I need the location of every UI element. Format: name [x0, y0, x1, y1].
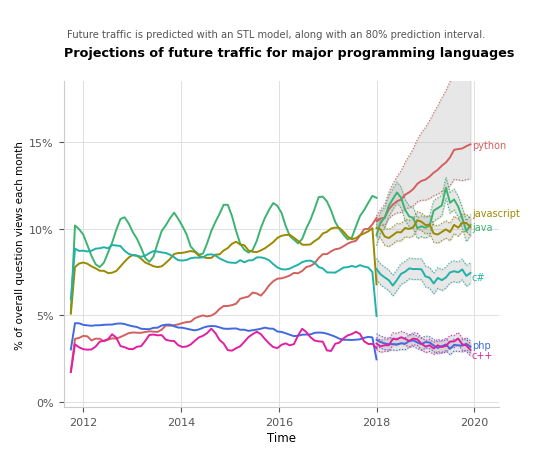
X-axis label: Time: Time — [266, 431, 296, 444]
Text: python: python — [472, 141, 506, 151]
Y-axis label: % of overall question views each month: % of overall question views each month — [15, 140, 25, 349]
Text: Future traffic is predicted with an STL model, along with an 80% prediction inte: Future traffic is predicted with an STL … — [67, 30, 486, 40]
Text: java: java — [472, 222, 493, 232]
Text: c++: c++ — [472, 350, 493, 360]
Text: php: php — [472, 340, 490, 350]
Text: c#: c# — [472, 273, 486, 282]
Text: Projections of future traffic for major programming languages: Projections of future traffic for major … — [63, 47, 514, 60]
Text: javascript: javascript — [472, 208, 520, 218]
